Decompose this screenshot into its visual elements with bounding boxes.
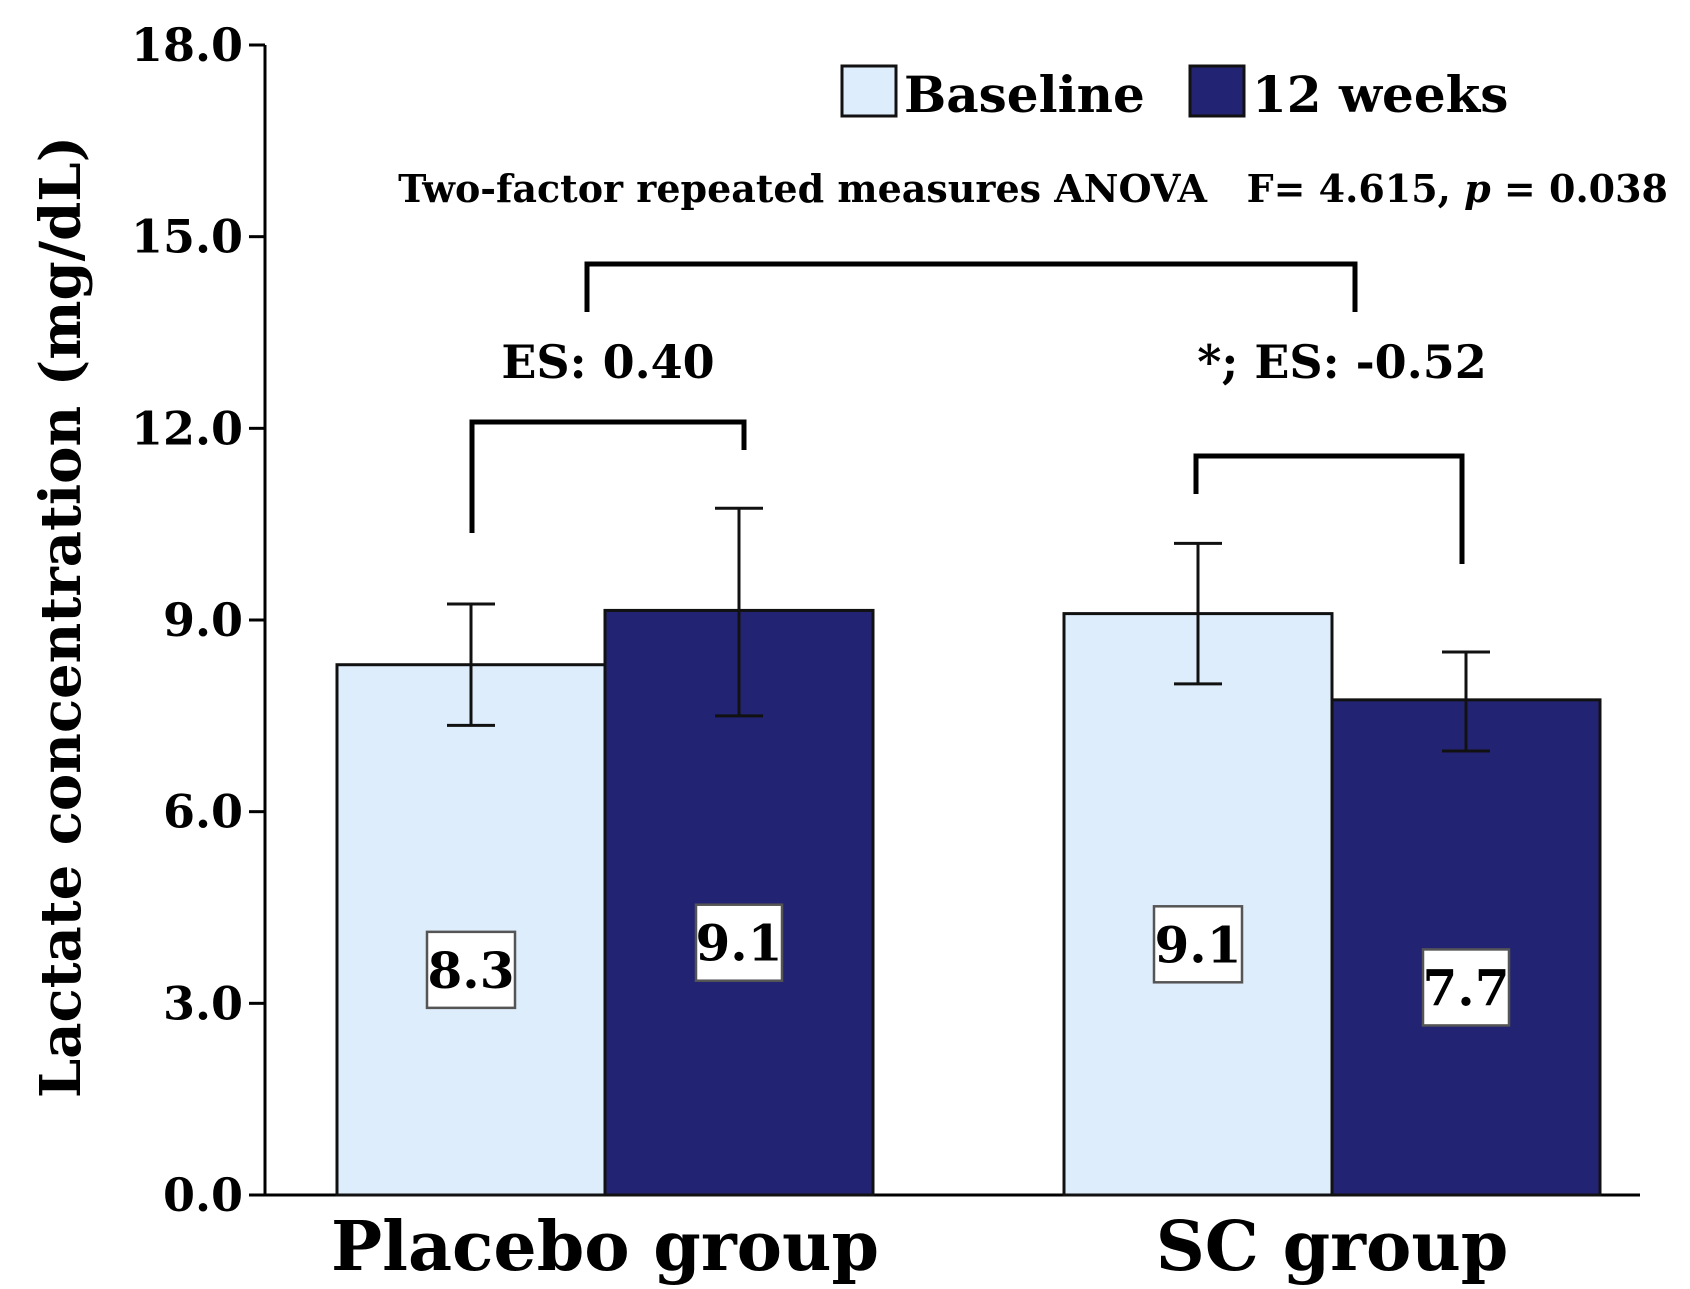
placebo-es-label: ES: 0.40	[501, 335, 714, 389]
value-label-1-1: 7.7	[1423, 958, 1510, 1017]
x-tick-label-1: SC group	[1156, 1207, 1509, 1287]
legend-label-12-weeks: 12 weeks	[1252, 65, 1508, 124]
y-tick-label-5: 15.0	[131, 210, 243, 264]
value-label-box-1-1	[1421, 948, 1511, 1027]
error-bar-0-1	[715, 506, 763, 718]
y-tick-label-3: 9.0	[163, 593, 243, 647]
anova-suffix: = 0.038	[1491, 166, 1668, 211]
group-comparison-bracket	[584, 261, 1358, 312]
bar-1-1	[1330, 698, 1602, 1197]
error-bar-1-0	[1174, 541, 1222, 686]
error-bars	[447, 506, 1490, 753]
x-tick-label-0: Placebo group	[331, 1207, 879, 1287]
legend-swatch-baseline	[840, 64, 898, 118]
bars	[335, 608, 1602, 1197]
legend-swatch-12-weeks	[1188, 64, 1246, 118]
y-axis-label: Lactate concentration (mg/dL)	[28, 136, 94, 1098]
sc-bracket	[1193, 453, 1465, 564]
value-label-0-0: 8.3	[428, 941, 515, 1000]
placebo-bracket	[469, 419, 747, 533]
error-bar-1-1	[1442, 650, 1490, 753]
value-labels: 8.3 9.1 9.1 7.7	[425, 903, 1511, 1027]
anova-prefix: Two-factor repeated measures ANOVA F= 4.…	[398, 166, 1464, 211]
legend: Baseline 12 weeks	[840, 64, 1508, 124]
value-label-box-0-1	[694, 903, 784, 982]
error-bar-0-0	[447, 602, 495, 727]
y-tick-label-2: 6.0	[163, 785, 243, 839]
anova-p-symbol: p	[1464, 166, 1491, 211]
sc-es-label: *; ES: -0.52	[1197, 335, 1486, 389]
value-label-box-0-0	[425, 930, 517, 1010]
y-tick-label-6: 18.0	[131, 18, 243, 72]
y-tick-label-1: 3.0	[163, 976, 243, 1030]
value-label-1-0: 9.1	[1155, 915, 1242, 974]
legend-label-baseline: Baseline	[904, 65, 1145, 124]
y-tick-label-4: 12.0	[131, 401, 243, 455]
value-label-box-1-0	[1152, 905, 1244, 984]
x-tick-labels: Placebo group SC group	[331, 1207, 1508, 1287]
y-ticks: 0.0 3.0 6.0 9.0 12.0 15.0 18.0	[131, 18, 265, 1222]
anova-annotation: Two-factor repeated measures ANOVA F= 4.…	[398, 166, 1668, 211]
bar-0-0	[335, 663, 607, 1197]
bar-1-0	[1062, 612, 1334, 1197]
value-label-0-1: 9.1	[696, 914, 783, 973]
y-tick-label-0: 0.0	[163, 1168, 243, 1222]
